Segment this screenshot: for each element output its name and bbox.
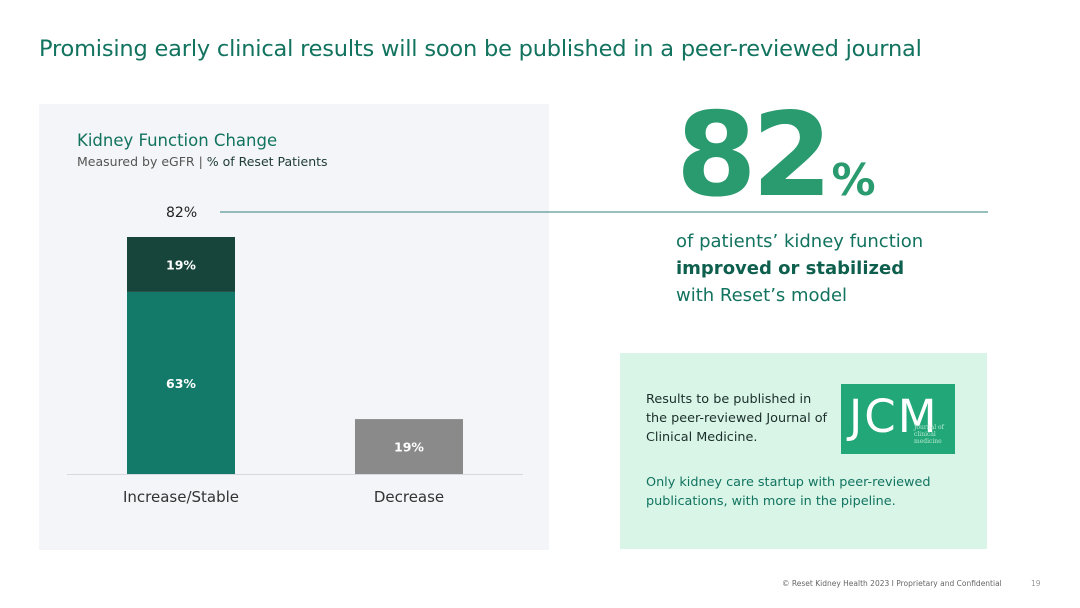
publication-callout: Results to be published in the peer-revi… <box>620 353 987 549</box>
category-label: Decrease <box>374 488 444 506</box>
chart-subtitle-unit: % of Reset Patients <box>206 154 328 169</box>
chart-panel: Kidney Function Change Measured by eGFR … <box>39 104 549 550</box>
total-label: 82% <box>166 205 197 221</box>
jcm-logo-letters: JCM <box>849 390 939 443</box>
bar-segment-increase-stable-0 <box>127 291 235 474</box>
data-label: 19% <box>166 257 196 272</box>
chart-title: Kidney Function Change <box>77 131 278 150</box>
headline-stat-number: 82% <box>676 98 876 214</box>
headline-unit: % <box>831 155 876 206</box>
bar-segment-decrease-0 <box>355 419 463 474</box>
jcm-logo-subtext: Journal of clinical medicine <box>914 424 944 445</box>
category-label: Increase/Stable <box>123 488 239 506</box>
chart-subtitle-prefix: Measured by eGFR | <box>77 154 207 169</box>
callout-text: Results to be published in the peer-revi… <box>646 392 828 445</box>
bar-segment-increase-stable-1 <box>127 237 235 292</box>
chart-subtitle: Measured by eGFR | % of Reset Patients <box>77 154 328 169</box>
slide-title: Promising early clinical results will so… <box>39 36 922 62</box>
headline-line-1: of patients’ kidney function <box>676 231 924 252</box>
headline-line-2: improved or stabilized <box>676 258 905 279</box>
headline-number: 82 <box>676 88 832 223</box>
headline-line-3: with Reset’s model <box>676 285 848 306</box>
callout-note: Only kidney care startup with peer-revie… <box>646 475 931 509</box>
data-label: 19% <box>394 440 424 455</box>
footer-copyright: © Reset Kidney Health 2023 I Proprietary… <box>782 579 1002 588</box>
headline-stat-text: of patients’ kidney function improved or… <box>676 228 923 309</box>
jcm-logo: JCM Journal of clinical medicine <box>841 384 955 454</box>
data-label: 63% <box>166 376 196 391</box>
page-number: 19 <box>1031 579 1041 588</box>
